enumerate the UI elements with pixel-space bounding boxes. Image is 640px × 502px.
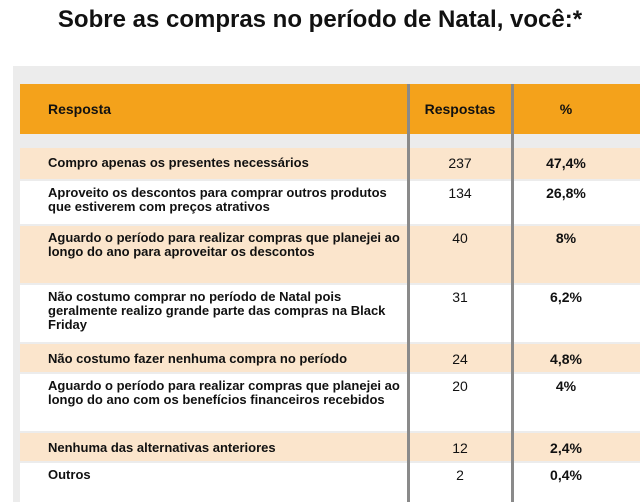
column-divider-2 [511, 84, 514, 502]
row-label: Compro apenas os presentes necessários [48, 155, 309, 170]
table-row: Compro apenas os presentes necessários 23… [20, 148, 640, 179]
column-divider-1 [407, 84, 410, 502]
table-row: Não costumo fazer nenhuma compra no perí… [20, 344, 640, 372]
table-row: Aguardo o período para realizar compras … [20, 226, 640, 283]
row-label: Aguardo o período para realizar compras … [48, 378, 400, 407]
row-label: Aproveito os descontos para comprar outr… [48, 185, 387, 214]
row-percent: 26,8% [546, 185, 586, 201]
table-row: Aguardo o período para realizar compras … [20, 374, 640, 431]
row-count: 134 [448, 185, 472, 201]
table-header: Resposta Respostas % [20, 84, 640, 134]
row-percent: 47,4% [546, 155, 586, 171]
row-percent: 0,4% [550, 467, 582, 483]
header-respostas: Respostas [424, 101, 496, 117]
row-count: 20 [452, 378, 468, 394]
header-resposta: Resposta [48, 101, 112, 117]
row-label: Não costumo comprar no período de Natal … [48, 289, 386, 332]
table-row: Aproveito os descontos para comprar outr… [20, 181, 640, 224]
header-percent: % [559, 101, 573, 117]
row-label: Aguardo o período para realizar compras … [48, 230, 400, 259]
row-label: Não costumo fazer nenhuma compra no perí… [48, 351, 348, 366]
row-percent: 4% [555, 378, 577, 394]
row-percent: 8% [555, 230, 577, 246]
chart-title: Sobre as compras no período de Natal, vo… [57, 6, 583, 33]
row-count: 24 [452, 351, 468, 367]
row-count: 2 [456, 467, 464, 483]
table-row: Nenhuma das alternativas anteriores 12 2,4… [20, 433, 640, 461]
row-count: 40 [452, 230, 468, 246]
row-percent: 6,2% [550, 289, 582, 305]
row-label: Nenhuma das alternativas anteriores [48, 440, 276, 455]
row-label: Outros [48, 467, 91, 482]
table-row: Não costumo comprar no período de Natal … [20, 285, 640, 342]
row-percent: 2,4% [550, 440, 582, 456]
row-percent: 4,8% [550, 351, 582, 367]
table-row: Outros 2 0,4% [20, 463, 640, 502]
row-count: 31 [452, 289, 468, 305]
row-count: 237 [448, 155, 472, 171]
row-count: 12 [452, 440, 468, 456]
